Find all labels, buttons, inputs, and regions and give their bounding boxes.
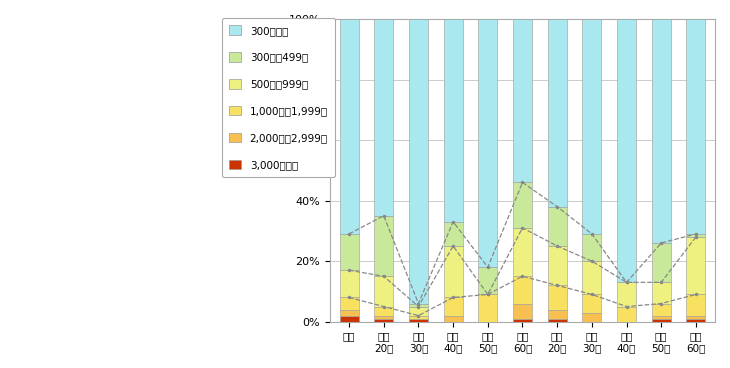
Bar (583, 312, 602, 322)
Bar (339, 234, 358, 270)
Bar (617, 19, 636, 282)
Bar (409, 19, 428, 304)
Bar (686, 234, 705, 237)
Bar (374, 19, 393, 216)
Bar (374, 216, 393, 276)
Bar (409, 319, 428, 322)
Bar (652, 319, 671, 322)
Bar (339, 297, 358, 309)
Bar (548, 285, 566, 309)
Bar (686, 237, 705, 294)
Bar (374, 276, 393, 307)
Bar (548, 19, 566, 207)
Bar (444, 297, 463, 316)
Bar (548, 246, 566, 285)
Bar (583, 19, 602, 234)
Bar (686, 294, 705, 316)
Bar (409, 307, 428, 316)
Bar (409, 316, 428, 319)
Bar (548, 319, 566, 322)
Bar (513, 304, 532, 319)
Bar (513, 228, 532, 276)
Bar (686, 19, 705, 234)
Bar (652, 19, 671, 243)
Bar (513, 276, 532, 304)
Bar (444, 246, 463, 297)
Bar (374, 316, 393, 319)
Bar (374, 307, 393, 316)
Bar (339, 270, 358, 297)
Bar (478, 294, 497, 322)
Bar (583, 261, 602, 294)
Bar (617, 307, 636, 322)
Bar (652, 316, 671, 319)
Bar (444, 222, 463, 246)
Bar (548, 207, 566, 246)
Bar (513, 183, 532, 228)
Bar (513, 19, 532, 183)
Bar (617, 282, 636, 307)
Bar (478, 267, 497, 294)
Bar (444, 19, 463, 222)
Bar (374, 319, 393, 322)
Bar (513, 319, 532, 322)
Bar (583, 234, 602, 261)
Legend: 300円未満, 300円～499円, 500円～999円, 1,000円～1,999円, 2,000円～2,999円, 3,000円以上: 300円未満, 300円～499円, 500円～999円, 1,000円～1,9… (222, 18, 335, 177)
Bar (652, 304, 671, 316)
Bar (339, 309, 358, 316)
Bar (409, 304, 428, 307)
Bar (583, 294, 602, 312)
Bar (686, 316, 705, 319)
Bar (339, 19, 358, 234)
Bar (478, 19, 497, 267)
Bar (548, 309, 566, 319)
Bar (686, 319, 705, 322)
Bar (339, 316, 358, 322)
Bar (652, 243, 671, 282)
Bar (652, 282, 671, 304)
Bar (444, 316, 463, 322)
